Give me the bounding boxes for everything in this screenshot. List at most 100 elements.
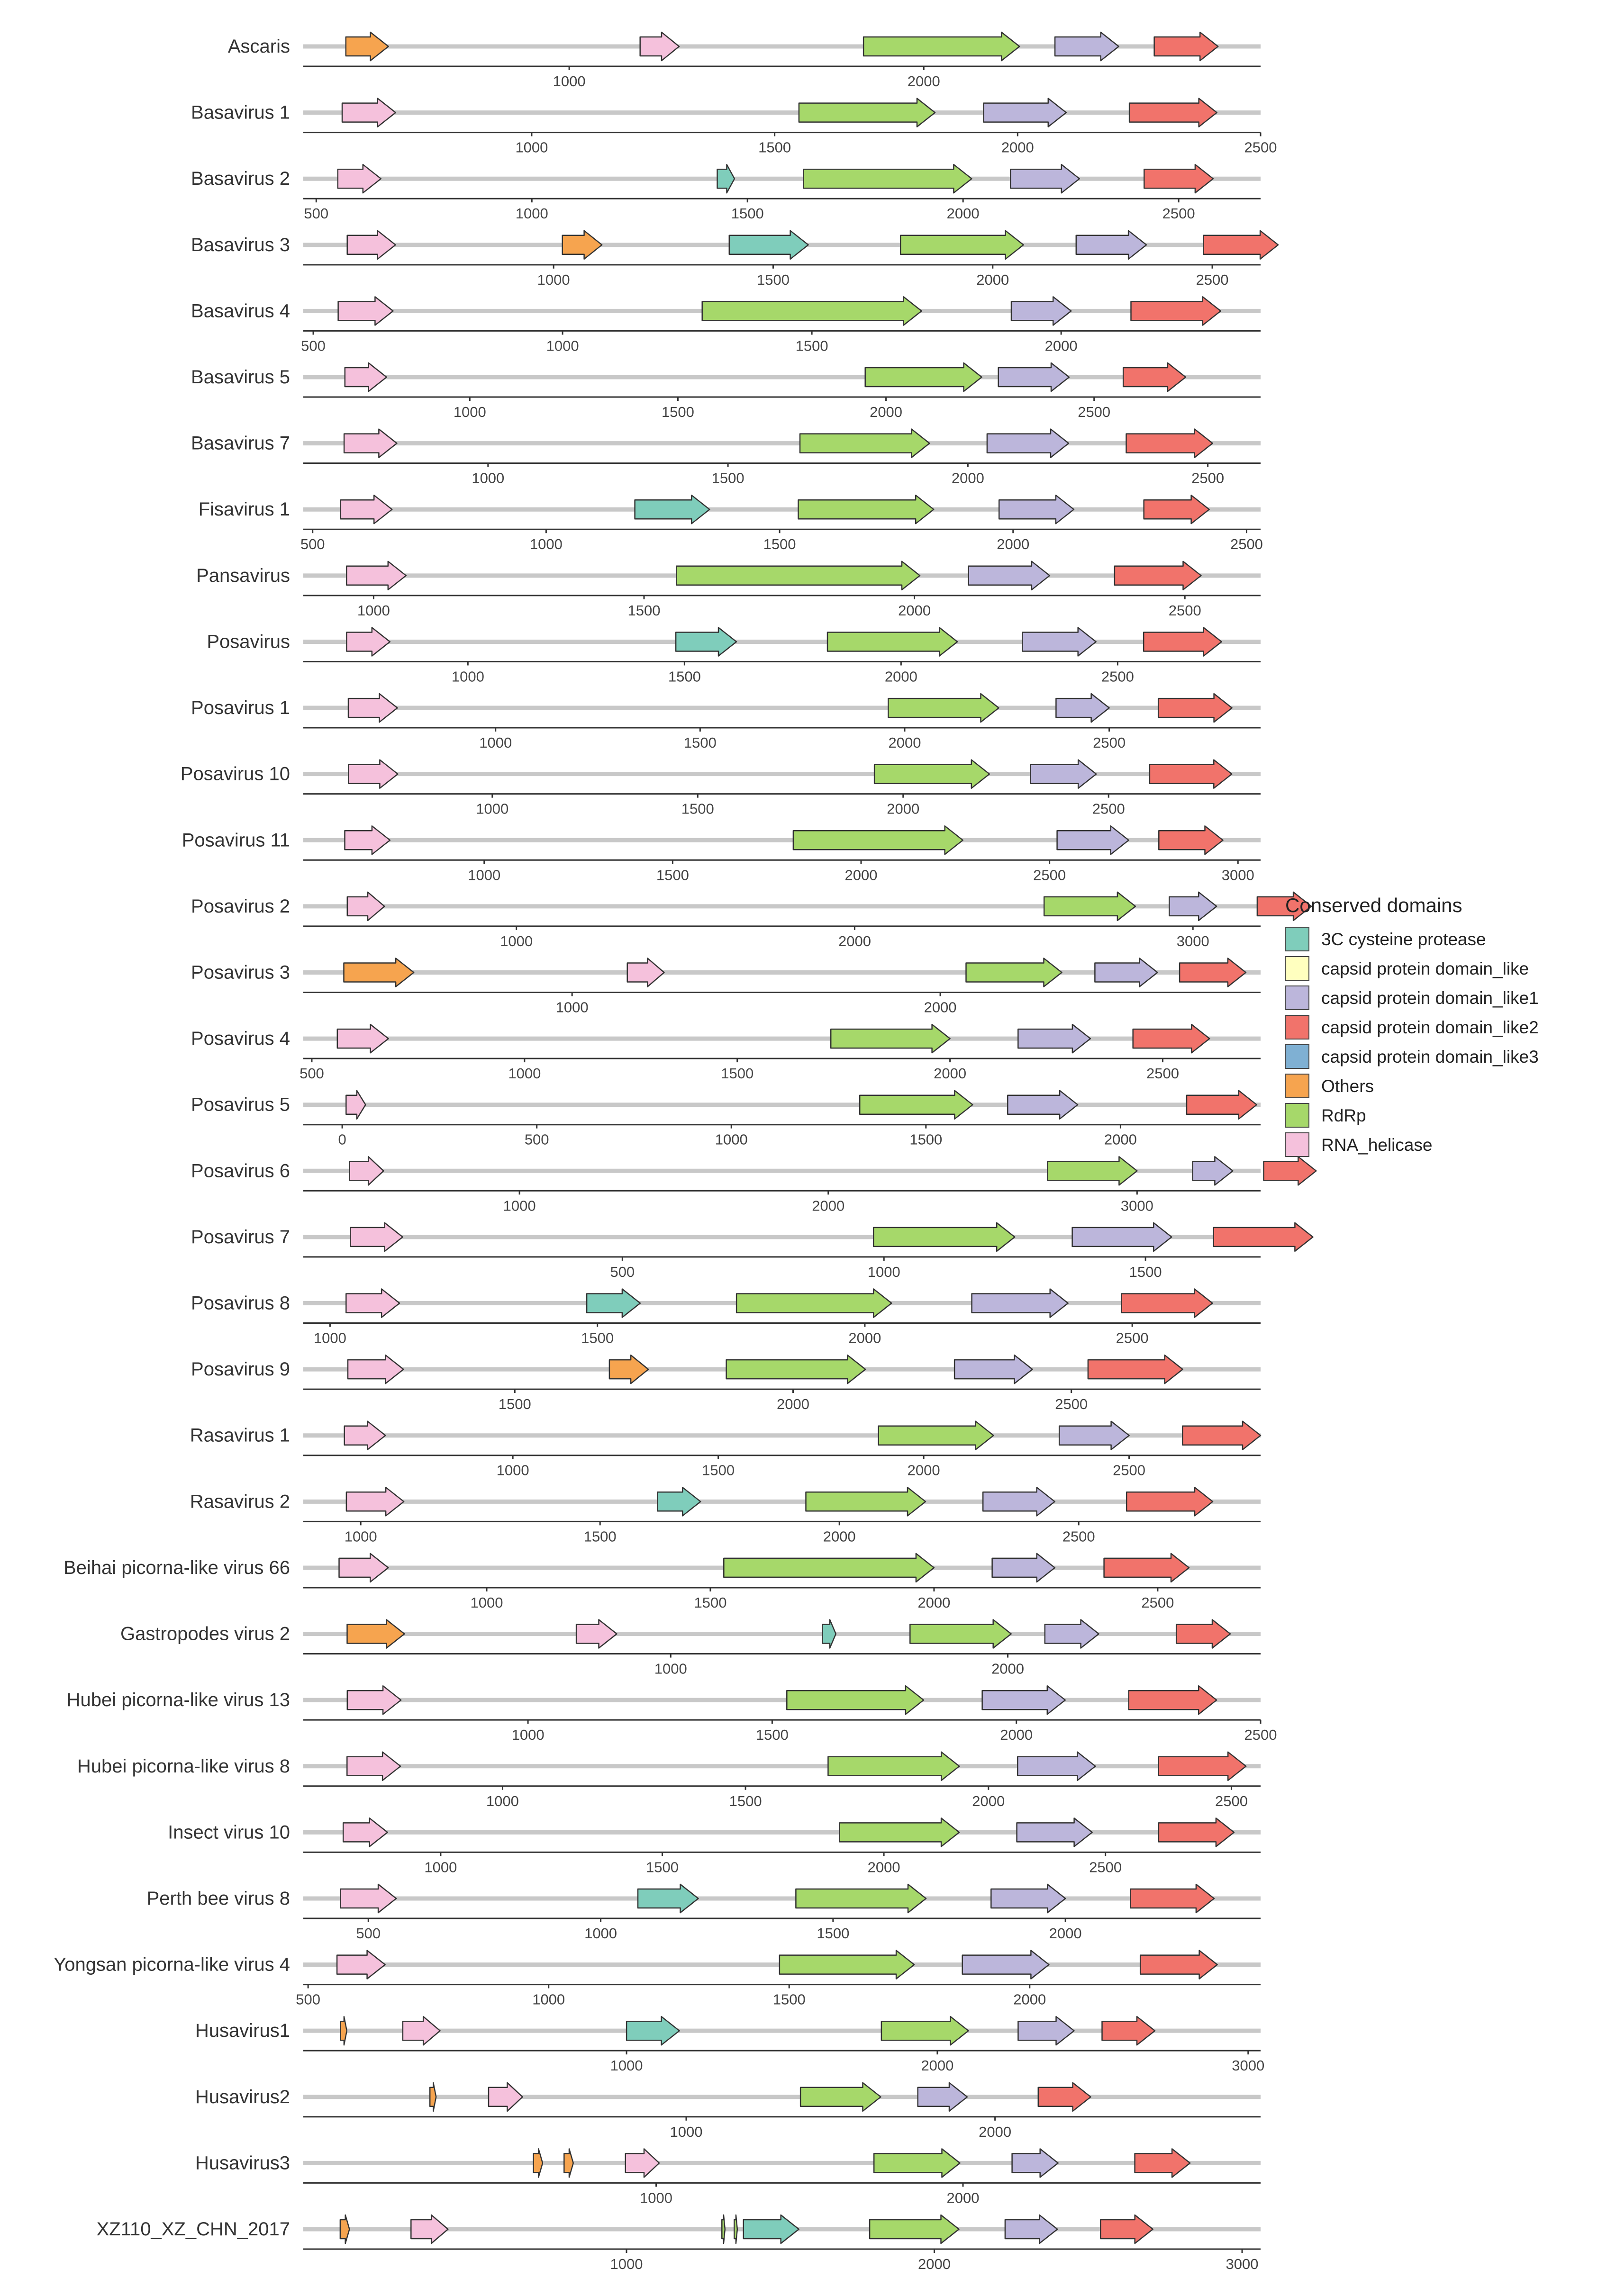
- domain-arrow: [1130, 296, 1222, 326]
- tick-label: 1000: [610, 2057, 643, 2074]
- tick-label: 2500: [1162, 205, 1195, 222]
- domain-arrow: [1158, 825, 1224, 855]
- tick-label: 2000: [934, 1065, 966, 1082]
- domain-arrow: [675, 627, 737, 657]
- genome-track: Posavirus 6 1000 2000 3000: [191, 1156, 1317, 1214]
- tick-label: 2000: [908, 73, 940, 90]
- domain-arrow: [998, 362, 1070, 392]
- domain-arrow: [344, 825, 391, 855]
- tick-label: 2500: [1078, 404, 1110, 420]
- tick-label: 2000: [976, 271, 1009, 288]
- tick-label: 2000: [777, 1396, 809, 1412]
- domain-arrow: [1022, 627, 1097, 657]
- domain-arrow: [1094, 958, 1158, 987]
- domain-arrow: [1004, 2214, 1058, 2244]
- domain-arrow: [1182, 1420, 1262, 1450]
- track-name: Husavirus2: [195, 2087, 290, 2107]
- domain-arrow: [634, 494, 710, 524]
- tick-label: 2500: [1116, 1330, 1149, 1347]
- tick-label: 2000: [997, 536, 1029, 552]
- tick-label: 1500: [702, 1462, 735, 1479]
- domain-arrow: [1037, 2082, 1091, 2112]
- legend-swatch: [1285, 1074, 1309, 1098]
- tick-label: 2000: [947, 2189, 980, 2206]
- genome-track: Posavirus 5 0 500 1000 1500 2000: [191, 1090, 1261, 1148]
- domain-arrow: [1143, 627, 1222, 657]
- track-name: Basavirus 1: [191, 102, 290, 123]
- tick-label: 2000: [885, 668, 917, 685]
- track-name: Posavirus 1: [191, 697, 290, 718]
- tick-label: 1000: [503, 1197, 536, 1214]
- domain-arrow: [1256, 891, 1312, 922]
- tick-label: 1500: [721, 1065, 754, 1082]
- track-name: Rasavirus 1: [190, 1425, 290, 1446]
- domain-arrow: [701, 296, 922, 326]
- tick-label: 1000: [508, 1065, 541, 1082]
- genome-track: Basavirus 2 500 1000 1500 2000 2500: [191, 163, 1261, 222]
- tick-label: 2000: [1104, 1131, 1137, 1148]
- tick-label: 2500: [1196, 271, 1229, 288]
- legend-label: capsid protein domain_like1: [1321, 988, 1539, 1008]
- domain-arrow: [917, 2082, 968, 2112]
- domain-arrow: [734, 2214, 738, 2244]
- legend-label: 3C cysteine protease: [1321, 930, 1486, 949]
- genome-track: Basavirus 5 1000 1500 2000 2500: [191, 362, 1261, 420]
- tick-label: 2000: [908, 1462, 940, 1479]
- track-name: XZ110_XZ_CHN_2017: [97, 2219, 290, 2240]
- tick-label: 2500: [1062, 1528, 1095, 1545]
- tick-label: 2000: [1045, 337, 1078, 354]
- genome-track: Posavirus 1000 1500 2000 2500: [207, 627, 1261, 685]
- tick-label: 2000: [918, 2256, 951, 2272]
- domain-arrow: [1134, 2148, 1191, 2178]
- domain-arrow: [637, 1883, 699, 1914]
- domain-arrow: [735, 1288, 892, 1318]
- domain-arrow: [798, 98, 936, 127]
- tick-label: 500: [356, 1925, 381, 1942]
- domain-arrow: [1103, 1553, 1190, 1583]
- genome-track: Yongsan picorna-like virus 4 500 1000 1500 2…: [54, 1950, 1261, 2008]
- tick-label: 1000: [476, 801, 508, 817]
- track-name: Basavirus 3: [191, 235, 290, 255]
- track-name: Yongsan picorna-like virus 4: [54, 1954, 290, 1975]
- tick-label: 2000: [848, 1330, 881, 1347]
- tick-label: 1000: [468, 867, 500, 883]
- domain-arrow: [888, 693, 999, 723]
- domain-arrow: [873, 759, 990, 789]
- genome-track: Posavirus 3 1000 2000: [191, 958, 1261, 1015]
- tick-label: 500: [296, 1991, 320, 2008]
- domain-arrow: [337, 296, 394, 326]
- tick-label: 2000: [979, 2124, 1011, 2140]
- domain-arrow: [340, 2016, 348, 2046]
- genome-track: Fisavirus 1 500 1000 1500 2000 2500: [199, 494, 1263, 552]
- domain-arrow: [1179, 958, 1247, 987]
- legend-swatch: [1285, 1103, 1309, 1128]
- domain-arrow: [795, 1883, 927, 1914]
- genome-track: Husavirus1 1000 2000 3000: [195, 2016, 1264, 2074]
- tick-label: 1000: [357, 602, 390, 619]
- domain-arrow: [1055, 693, 1110, 723]
- tick-label: 1500: [1129, 1264, 1162, 1280]
- genome-track: Posavirus 2 1000 2000 3000: [191, 891, 1312, 949]
- domain-arrow: [345, 31, 389, 62]
- tick-label: 1000: [424, 1859, 457, 1875]
- track-name: Posavirus 2: [191, 896, 290, 917]
- tick-label: 1000: [670, 2124, 703, 2140]
- domain-arrow: [1017, 2016, 1075, 2046]
- domain-arrow: [982, 1487, 1055, 1517]
- genome-track: Basavirus 1 1000 1500 2000 2500: [191, 98, 1277, 156]
- domain-arrow: [743, 2214, 799, 2244]
- genome-track: Beihai picorna-like virus 66 1000 1500 2000…: [64, 1553, 1261, 1611]
- domain-arrow: [873, 2148, 961, 2178]
- domain-arrow: [990, 1883, 1066, 1914]
- domain-arrow: [1114, 560, 1202, 591]
- tick-label: 1500: [757, 271, 790, 288]
- domain-arrow: [830, 1023, 951, 1054]
- domain-arrow: [344, 362, 387, 392]
- tick-label: 1500: [731, 205, 764, 222]
- genome-track: Hubei picorna-like virus 13 1000 1500 2000 2…: [67, 1685, 1277, 1743]
- track-name: Gastropodes virus 2: [120, 1624, 290, 1645]
- genome-track: Gastropodes virus 2 1000 2000: [120, 1619, 1261, 1677]
- domain-arrow: [1017, 1751, 1096, 1781]
- tick-label: 1000: [530, 536, 563, 552]
- tick-label: 1500: [684, 734, 717, 751]
